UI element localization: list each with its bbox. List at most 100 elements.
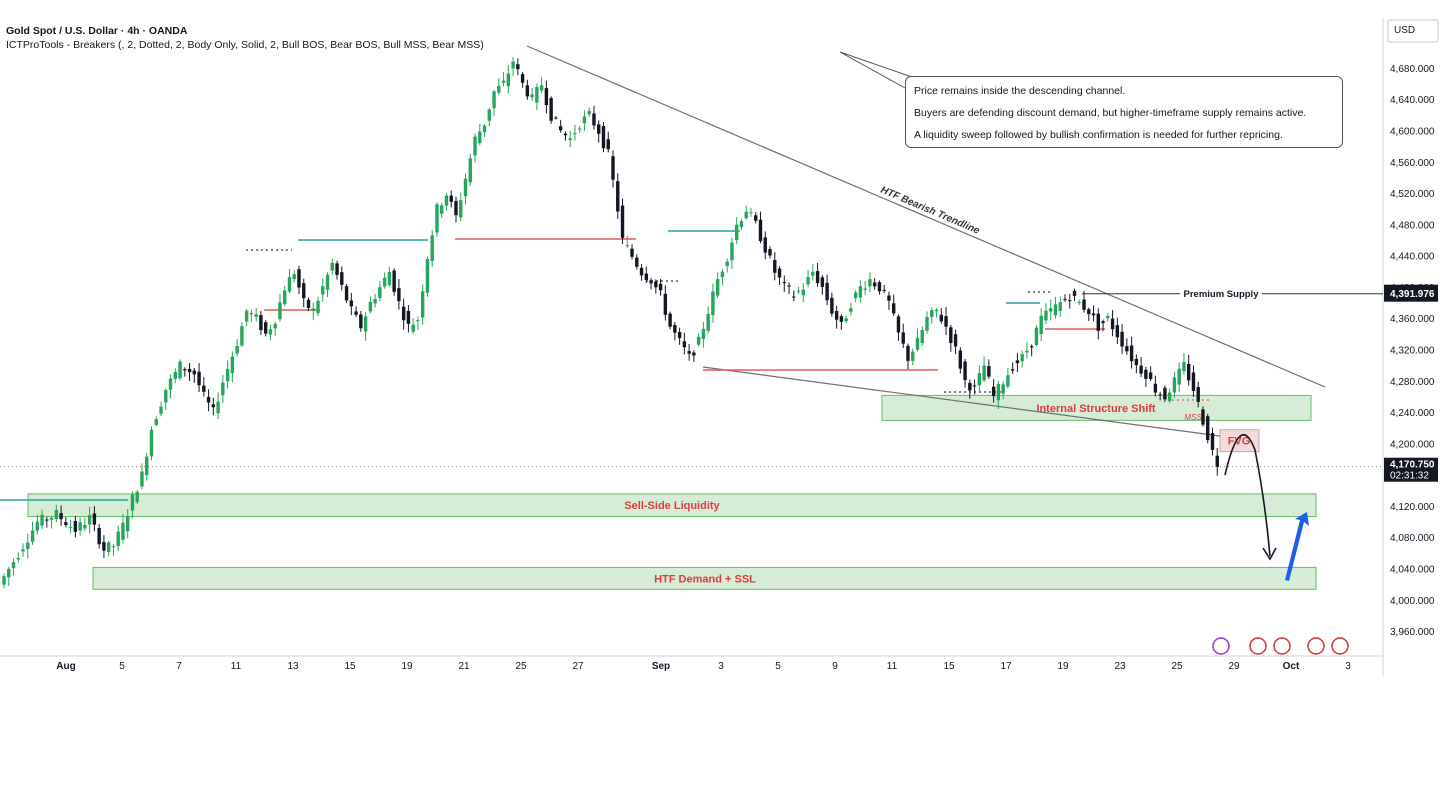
candle-body [606, 139, 610, 150]
candle-body [1020, 354, 1024, 362]
candle-body [197, 371, 201, 386]
candle-body [135, 491, 139, 503]
candle-body [739, 221, 744, 228]
y-tick-label: 4,320.000 [1390, 346, 1435, 357]
candle-body [630, 248, 634, 257]
candle-body [1120, 331, 1124, 347]
candle-body [397, 288, 401, 302]
candle-body [863, 288, 867, 290]
y-tick-label: 4,680.000 [1390, 64, 1435, 75]
x-tick-label: 9 [832, 661, 838, 672]
candle-body [54, 510, 59, 520]
candle-body [359, 314, 363, 329]
x-tick-label: 21 [458, 661, 470, 672]
candle-body [1201, 409, 1205, 425]
zone-label: Internal Structure Shift [1036, 403, 1156, 415]
x-tick-label: 15 [344, 661, 356, 672]
candle-body [311, 308, 315, 311]
candle-body [273, 323, 277, 329]
candle-body [202, 385, 206, 392]
candle-body [991, 386, 996, 397]
x-tick-label: 25 [515, 661, 527, 672]
candle-body [30, 530, 35, 542]
currency-label[interactable]: USD [1394, 25, 1416, 36]
candle-body [925, 317, 929, 331]
candle-body [620, 205, 625, 238]
candle-body [497, 85, 501, 93]
projection-arrowhead [1262, 547, 1277, 561]
candle-body [64, 522, 68, 526]
candle-body [459, 200, 463, 218]
candle-body [363, 316, 368, 332]
candle-body [164, 390, 168, 403]
y-tick-label: 4,360.000 [1390, 314, 1435, 325]
candle-body [1177, 368, 1181, 385]
x-tick-label: 7 [176, 661, 182, 672]
candle-body [11, 562, 16, 568]
candle-body [340, 272, 344, 285]
candle-body [953, 334, 958, 347]
candle-body [1025, 350, 1029, 353]
candle-body [758, 219, 763, 242]
candle-body [420, 291, 425, 318]
candle-body [240, 326, 244, 346]
candle-body [1091, 313, 1096, 316]
candle-body [549, 98, 553, 121]
candle-body [378, 287, 382, 299]
candle-body [896, 316, 901, 333]
candle-body [444, 195, 449, 206]
candle-body [325, 274, 330, 290]
currency-box [1387, 19, 1439, 43]
y-tick-label: 4,040.000 [1390, 564, 1435, 575]
candle-body [773, 259, 777, 273]
candle-body [83, 524, 87, 529]
candle-body [73, 520, 78, 532]
x-tick-label: 5 [775, 661, 781, 672]
last-price-value: 4,170.750 [1390, 460, 1435, 471]
y-tick-label: 4,480.000 [1390, 220, 1435, 231]
candle-body [278, 302, 282, 320]
candle-body [763, 237, 767, 253]
candle-body [915, 337, 920, 350]
zone-sell-side-liquidity [27, 493, 1317, 518]
candle-body [625, 245, 629, 247]
candle-body [501, 80, 506, 83]
candle-body [121, 522, 125, 540]
candle-body [597, 124, 601, 134]
candle-body [1206, 416, 1210, 441]
candle-body [330, 262, 334, 271]
candle-body [834, 311, 839, 320]
candle-body [387, 271, 392, 286]
candle-body [877, 282, 882, 292]
candle-body [225, 368, 230, 382]
candle-body [725, 261, 729, 267]
candle-body [1110, 318, 1115, 330]
trendline-label: HTF Bearish Trendline [879, 185, 982, 237]
x-tick-label: 13 [287, 661, 299, 672]
event-icon [1307, 637, 1325, 655]
candle-body [711, 291, 715, 316]
candle-body [987, 366, 991, 377]
mss-label: MSS [1184, 413, 1202, 422]
candle-body [235, 345, 239, 354]
candle-body [982, 365, 986, 381]
candle-body [554, 117, 558, 119]
candle-body [853, 292, 858, 299]
candle-body [1001, 384, 1005, 394]
candle-body [920, 329, 924, 344]
candle-body [573, 133, 577, 135]
last-price-tag [1384, 457, 1438, 482]
candle-body [968, 382, 972, 391]
candle-body [963, 361, 967, 381]
candle-body [1115, 325, 1120, 338]
candle-body [658, 283, 663, 291]
candle-body [35, 521, 40, 531]
candle-body [958, 350, 963, 369]
y-tick-label: 3,960.000 [1390, 627, 1435, 638]
x-tick-label: Aug [56, 661, 75, 672]
htf-trendline [526, 45, 1326, 388]
candle-body [530, 94, 534, 98]
candle-body [406, 310, 411, 324]
candle-body [344, 286, 349, 301]
